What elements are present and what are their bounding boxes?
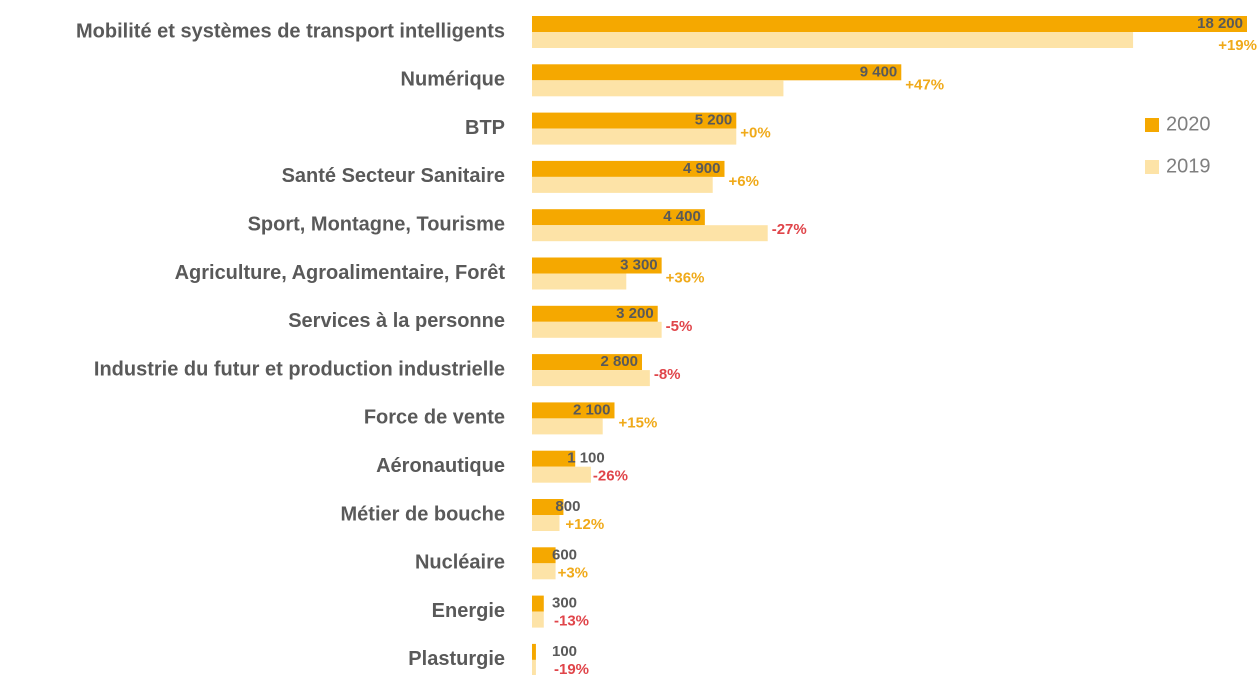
value-label: 800 [555, 498, 580, 515]
bar [532, 305, 658, 322]
legend-swatch [1145, 160, 1159, 174]
value-label: 2 800 [600, 353, 638, 370]
bar [532, 273, 627, 290]
bar [532, 257, 662, 274]
change-label: -27% [772, 221, 807, 238]
category-label: Services à la personne [288, 310, 505, 332]
bar [532, 176, 713, 193]
bar [532, 611, 544, 628]
value-label: 4 400 [663, 208, 701, 225]
change-label: -13% [554, 613, 589, 630]
category-label: Métier de bouche [341, 503, 505, 525]
bar [532, 64, 902, 81]
change-label: +3% [558, 564, 588, 581]
bar [532, 321, 662, 338]
bar [532, 112, 737, 129]
value-label: 3 200 [616, 305, 654, 322]
category-label: Agriculture, Agroalimentaire, Forêt [175, 262, 506, 284]
change-label: -8% [654, 366, 681, 383]
bar [532, 418, 603, 435]
change-label: -26% [593, 468, 628, 485]
change-label: +36% [666, 269, 705, 286]
bar [532, 160, 725, 177]
category-label: Aéronautique [376, 455, 505, 477]
bar [532, 370, 650, 387]
bar [532, 595, 544, 612]
bar [532, 643, 536, 660]
category-label: Force de vente [364, 407, 505, 429]
bar [532, 659, 536, 675]
category-label: BTP [465, 117, 505, 139]
bar [532, 499, 564, 515]
category-label: Sport, Montagne, Tourisme [248, 213, 505, 235]
change-label: +15% [619, 414, 658, 431]
bar [532, 225, 768, 242]
bar [532, 32, 1134, 48]
bar [532, 402, 615, 419]
value-label: 9 400 [860, 63, 898, 80]
category-label: Industrie du futur et production industr… [94, 358, 505, 380]
bar [532, 515, 560, 531]
category-label: Numérique [401, 69, 505, 91]
bar [532, 547, 556, 564]
bar [532, 450, 576, 467]
bar [532, 128, 737, 145]
bar [532, 209, 705, 226]
value-label: 18 200 [1197, 15, 1243, 32]
change-label: +12% [565, 516, 604, 533]
category-label: Nucléaire [415, 552, 505, 574]
value-label: 600 [552, 546, 577, 563]
value-label: 300 [552, 595, 577, 612]
bar [532, 16, 1247, 32]
category-label: Energie [432, 600, 505, 622]
change-label: -19% [554, 661, 589, 675]
legend-label: 2020 [1166, 113, 1211, 135]
legend-label: 2019 [1166, 155, 1211, 177]
value-label: 100 [552, 643, 577, 660]
value-label: 5 200 [695, 112, 733, 129]
value-label: 1 100 [567, 450, 605, 467]
bar [532, 563, 556, 580]
value-label: 3 300 [620, 256, 658, 273]
change-label: +47% [905, 76, 944, 93]
bar [532, 354, 642, 371]
value-label: 2 100 [573, 401, 611, 418]
bar [532, 80, 784, 97]
category-label: Plasturgie [408, 648, 505, 670]
category-label: Mobilité et systèmes de transport intell… [76, 20, 505, 42]
bar [532, 466, 591, 483]
change-label: +19% [1218, 37, 1257, 54]
legend-swatch [1145, 118, 1159, 132]
category-label: Santé Secteur Sanitaire [282, 165, 505, 187]
change-label: +0% [740, 125, 770, 142]
change-label: -5% [666, 318, 693, 335]
value-label: 4 900 [683, 160, 721, 177]
change-label: +6% [729, 173, 759, 190]
